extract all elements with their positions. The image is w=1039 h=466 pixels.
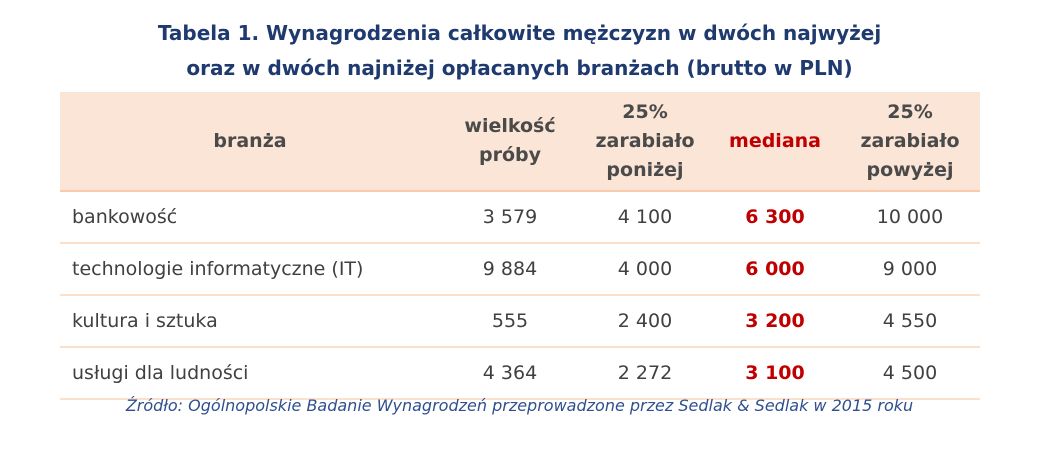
cell: 4 550 <box>840 295 980 348</box>
row-label: kultura i sztuka <box>60 295 440 348</box>
column-header: 25% zarabiało poniżej <box>580 92 710 192</box>
row-label: technologie informatyczne (IT) <box>60 243 440 296</box>
cell: 9 000 <box>840 243 980 296</box>
source: Źródło: Ogólnopolskie Badanie Wynagrodze… <box>125 396 914 415</box>
cell: 4 500 <box>840 347 980 400</box>
cell: 3 100 <box>710 347 840 400</box>
column-header: 25% zarabiało powyżej <box>840 92 980 192</box>
row-label: usługi dla ludności <box>60 347 440 400</box>
header-line: wielkość <box>464 115 556 137</box>
cell: 3 579 <box>440 191 580 244</box>
column-header: mediana <box>710 92 840 192</box>
header-row: branża wielkość próby 25% zarabiało poniżej me… <box>60 92 980 192</box>
header-line: branża <box>213 129 287 152</box>
row-label: bankowość <box>60 191 440 244</box>
cell: 2 272 <box>580 347 710 400</box>
salary-table: branża wielkość próby 25% zarabiało poniżej me… <box>60 92 980 400</box>
table-body: bankowość 3 579 4 100 6 300 10 000 technologi… <box>60 191 980 400</box>
header-line: zarabiało <box>595 129 695 152</box>
table-row: technologie informatyczne (IT) 9 884 4 000… <box>60 243 980 296</box>
header-line: mediana <box>729 129 821 152</box>
title-line: oraz w dwóch najniżej opłacanych branżac… <box>186 56 853 80</box>
header-line: zarabiało <box>860 129 960 152</box>
column-header: branża <box>60 92 440 192</box>
title: Tabela 1. Wynagrodzenia całkowite mężczy… <box>0 16 1039 86</box>
title-line: Tabela 1. Wynagrodzenia całkowite mężczy… <box>157 21 882 45</box>
table-row: usługi dla ludności 4 364 2 272 3 100 4 500 <box>60 347 980 400</box>
header-line: próby <box>478 144 541 166</box>
header-line: 25% <box>622 100 668 123</box>
cell: 2 400 <box>580 295 710 348</box>
cell: 4 364 <box>440 347 580 400</box>
column-header: wielkość próby <box>440 92 580 192</box>
cell: 3 200 <box>710 295 840 348</box>
table-row: bankowość 3 579 4 100 6 300 10 000 <box>60 191 980 244</box>
header-line: powyżej <box>866 158 954 181</box>
header-line: poniżej <box>606 158 684 181</box>
cell: 555 <box>440 295 580 348</box>
cell: 4 000 <box>580 243 710 296</box>
cell: 4 100 <box>580 191 710 244</box>
table-row: kultura i sztuka 555 2 400 3 200 4 550 <box>60 295 980 348</box>
cell: 6 300 <box>710 191 840 244</box>
cell: 9 884 <box>440 243 580 296</box>
cell: 6 000 <box>710 243 840 296</box>
header-line: 25% <box>887 100 933 123</box>
cell: 10 000 <box>840 191 980 244</box>
